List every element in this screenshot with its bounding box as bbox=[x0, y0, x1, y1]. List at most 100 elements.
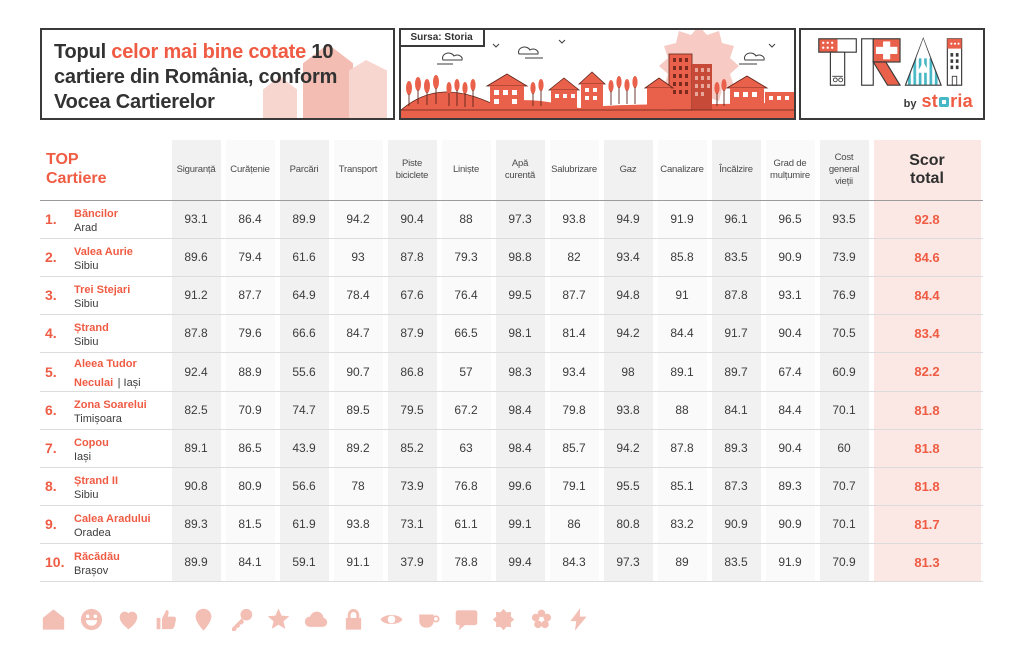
column-header: Cost general vieții bbox=[817, 140, 871, 201]
rank-cell: 7. bbox=[40, 429, 74, 468]
score-cell: 94.2 bbox=[601, 314, 655, 353]
total-score-cell: 81.7 bbox=[871, 505, 983, 544]
score-cell: 99.6 bbox=[493, 467, 547, 506]
score-cell: 89.6 bbox=[169, 238, 223, 277]
score-cell: 91.1 bbox=[331, 543, 385, 582]
column-header: Parcări bbox=[277, 140, 331, 201]
table-row: 2. Valea Aurie Sibiu 89.6 79.4 61.6 93 87.8 79.… bbox=[40, 238, 983, 277]
score-cell: 81.5 bbox=[223, 505, 277, 544]
building-silhouette bbox=[349, 60, 387, 118]
top-cartiere-header: TOP Cartiere bbox=[40, 140, 169, 201]
score-cell: 87.9 bbox=[385, 314, 439, 353]
rank-cell: 2. bbox=[40, 238, 74, 277]
column-header: Salubrizare bbox=[547, 140, 601, 201]
source-badge: Sursa: Storia bbox=[398, 28, 485, 47]
city-label: Brașov bbox=[74, 565, 109, 578]
cup-icon bbox=[415, 606, 442, 633]
score-cell: 96.5 bbox=[763, 200, 817, 239]
score-cell: 57 bbox=[439, 352, 493, 392]
header-bar: Topul celor mai bine cotate 10 cartiere … bbox=[40, 28, 985, 120]
cityscape-illustration: Sursa: Storia bbox=[398, 28, 796, 120]
score-cell: 97.3 bbox=[493, 200, 547, 239]
table-row: 10. Răcădău Brașov 89.9 84.1 59.1 91.1 37.9 78.… bbox=[40, 543, 983, 582]
score-cell: 84.4 bbox=[655, 314, 709, 353]
neighborhood-name: Aleea Tudor Neculai bbox=[74, 357, 137, 389]
storia-wordmark: st ria bbox=[921, 91, 973, 111]
score-cell: 90.7 bbox=[331, 352, 385, 392]
rank-cell: 5. bbox=[40, 352, 74, 392]
score-cell: 86.4 bbox=[223, 200, 277, 239]
score-cell: 70.1 bbox=[817, 391, 871, 430]
neighborhood-cell: Valea Aurie Sibiu bbox=[74, 238, 169, 277]
cityscape-art bbox=[400, 30, 794, 118]
total-score-cell: 81.8 bbox=[871, 391, 983, 430]
score-cell: 79.3 bbox=[439, 238, 493, 277]
column-header: Grad de mulțumire bbox=[763, 140, 817, 201]
city-label: Sibiu bbox=[74, 336, 99, 348]
score-cell: 90.9 bbox=[763, 505, 817, 544]
score-cell: 89.9 bbox=[169, 543, 223, 582]
heart-icon bbox=[115, 606, 142, 633]
score-cell: 88 bbox=[439, 200, 493, 239]
score-cell: 79.5 bbox=[385, 391, 439, 430]
score-cell: 98.4 bbox=[493, 391, 547, 430]
score-cell: 81.4 bbox=[547, 314, 601, 353]
total-score-cell: 81.8 bbox=[871, 467, 983, 506]
rank-cell: 4. bbox=[40, 314, 74, 353]
score-cell: 89 bbox=[655, 543, 709, 582]
trai-logo: by st ria bbox=[799, 28, 985, 120]
score-cell: 85.2 bbox=[385, 429, 439, 468]
score-cell: 93.4 bbox=[601, 238, 655, 277]
table-row: 5. Aleea Tudor Neculai | Iași 92.4 88.9 55.6… bbox=[40, 352, 983, 392]
column-header: Încălzire bbox=[709, 140, 763, 201]
city-label: Sibiu bbox=[74, 298, 99, 310]
score-cell: 87.8 bbox=[385, 238, 439, 277]
thumbs-up-icon bbox=[153, 606, 180, 633]
score-cell: 84.1 bbox=[223, 543, 277, 582]
neighborhood-cell: Copou Iași bbox=[74, 429, 169, 468]
score-cell: 84.3 bbox=[547, 543, 601, 582]
score-cell: 67.4 bbox=[763, 352, 817, 392]
score-cell: 93.8 bbox=[547, 200, 601, 239]
neighborhood-cell: Aleea Tudor Neculai | Iași bbox=[74, 352, 169, 392]
total-score-cell: 92.8 bbox=[871, 200, 983, 239]
neighborhood-cell: Ștrand Sibiu bbox=[74, 314, 169, 353]
score-cell: 60.9 bbox=[817, 352, 871, 392]
star-icon bbox=[265, 606, 292, 633]
score-cell: 97.3 bbox=[601, 543, 655, 582]
score-cell: 70.7 bbox=[817, 467, 871, 506]
column-header: Liniște bbox=[439, 140, 493, 201]
neighborhood-cell: Trei Stejari Sibiu bbox=[74, 276, 169, 315]
score-cell: 55.6 bbox=[277, 352, 331, 392]
score-cell: 56.6 bbox=[277, 467, 331, 506]
score-cell: 82.5 bbox=[169, 391, 223, 430]
logo-byline: by st ria bbox=[904, 91, 973, 112]
score-cell: 89.9 bbox=[277, 200, 331, 239]
title-highlight: celor mai bine cotate bbox=[111, 41, 307, 63]
score-cell: 98.3 bbox=[493, 352, 547, 392]
score-cell: 88 bbox=[655, 391, 709, 430]
score-cell: 79.1 bbox=[547, 467, 601, 506]
ranking-table: TOP Cartiere Siguranță Curățenie Parcări Tr… bbox=[40, 140, 983, 582]
total-score-cell: 82.2 bbox=[871, 352, 983, 392]
score-cell: 63 bbox=[439, 429, 493, 468]
score-cell: 91.7 bbox=[709, 314, 763, 353]
rank-cell: 10. bbox=[40, 543, 74, 582]
header-row: TOP Cartiere Siguranță Curățenie Parcări Tr… bbox=[40, 140, 983, 201]
city-label: Sibiu bbox=[74, 489, 99, 502]
neighborhood-name: Ștrand II bbox=[74, 475, 119, 488]
city-label: Iași bbox=[74, 451, 92, 464]
flower-icon bbox=[528, 606, 555, 633]
score-cell: 89.2 bbox=[331, 429, 385, 468]
score-cell: 85.1 bbox=[655, 467, 709, 506]
score-cell: 91.9 bbox=[655, 200, 709, 239]
score-cell: 88.9 bbox=[223, 352, 277, 392]
neighborhood-name: Copou bbox=[74, 437, 109, 450]
score-cell: 96.1 bbox=[709, 200, 763, 239]
score-cell: 87.8 bbox=[655, 429, 709, 468]
table-row: 9. Calea Aradului Oradea 89.3 81.5 61.9 93.8 7… bbox=[40, 505, 983, 544]
score-cell: 90.8 bbox=[169, 467, 223, 506]
score-cell: 90.4 bbox=[385, 200, 439, 239]
column-header: Siguranță bbox=[169, 140, 223, 201]
rank-cell: 8. bbox=[40, 467, 74, 506]
